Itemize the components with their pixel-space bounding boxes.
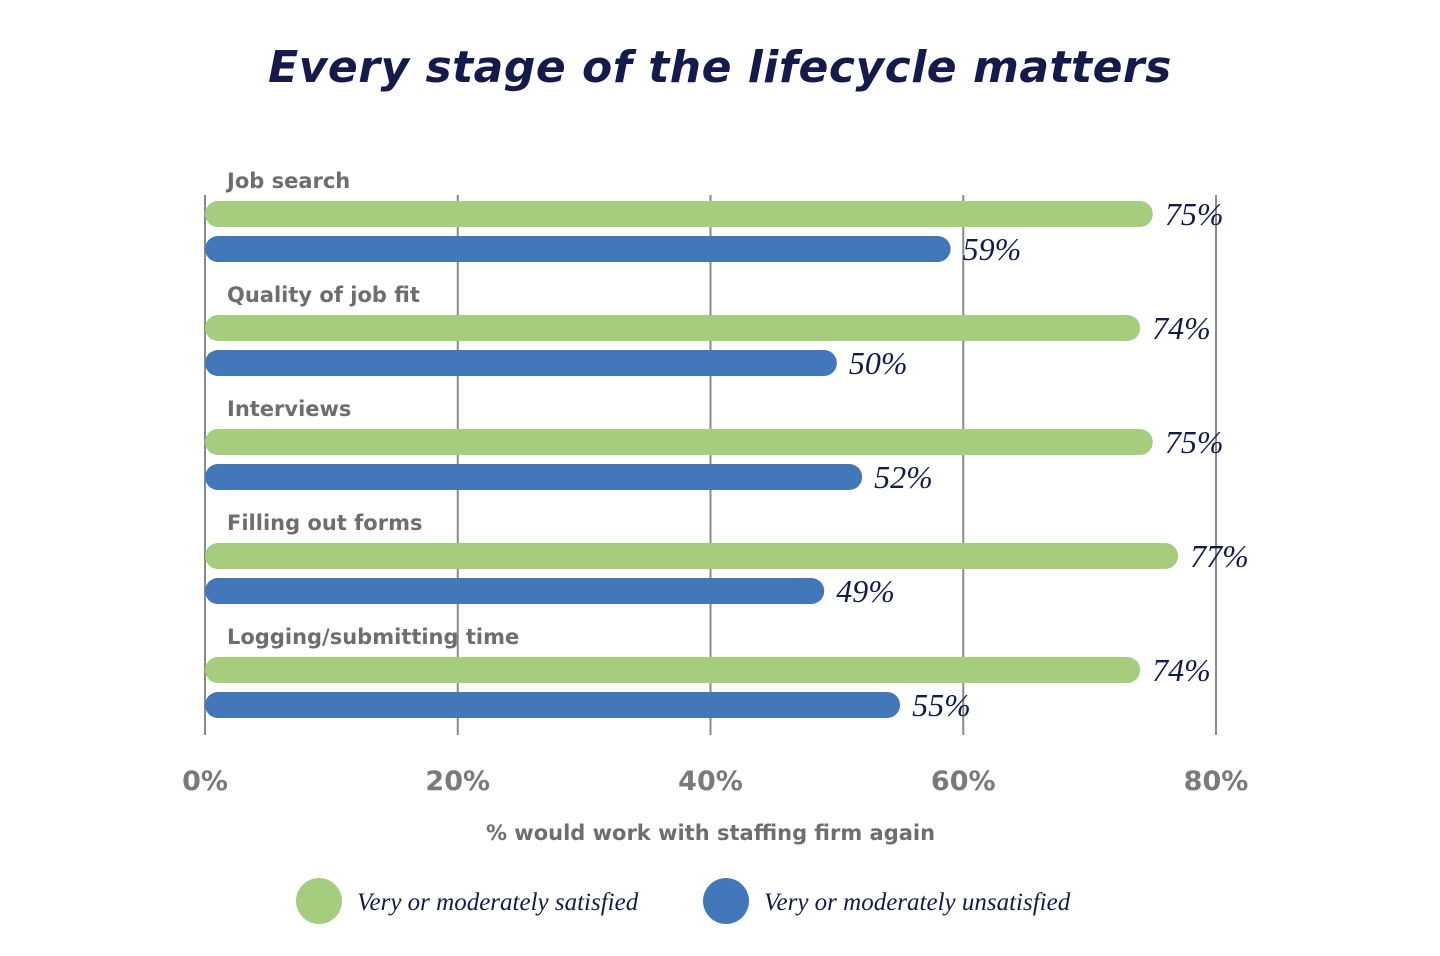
legend-swatch xyxy=(296,878,342,924)
x-tick-label: 60% xyxy=(931,766,996,797)
category-label: Quality of job fit xyxy=(227,283,420,307)
category-label: Job search xyxy=(225,169,350,193)
category-label: Logging/submitting time xyxy=(227,625,519,649)
data-label: 55% xyxy=(912,687,971,723)
labels: 0% 20% 40% 60% 80% % would work with staffing… xyxy=(182,169,1249,845)
x-axis-title: % would work with staffing firm again xyxy=(486,821,935,845)
x-tick-label: 80% xyxy=(1184,766,1249,797)
x-tick-label: 40% xyxy=(678,766,743,797)
category-label: Interviews xyxy=(227,397,351,421)
x-tick-label: 20% xyxy=(425,766,490,797)
category-label: Filling out forms xyxy=(227,511,422,535)
bars xyxy=(205,201,1179,718)
legend-label: Very or moderately satisfied xyxy=(357,889,639,916)
legend-label: Very or moderately unsatisfied xyxy=(764,889,1071,916)
data-label: 74% xyxy=(1152,652,1211,688)
data-label: 75% xyxy=(1165,424,1224,460)
data-label: 49% xyxy=(836,573,895,609)
data-label: 77% xyxy=(1190,538,1249,574)
chart-title: Every stage of the lifecycle matters xyxy=(268,42,1172,93)
data-label: 74% xyxy=(1152,310,1211,346)
data-label: 52% xyxy=(874,459,933,495)
legend: Very or moderately satisfied Very or mode… xyxy=(296,878,1071,924)
data-label: 59% xyxy=(963,231,1022,267)
legend-swatch xyxy=(703,878,749,924)
data-label: 75% xyxy=(1165,196,1224,232)
x-tick-label: 0% xyxy=(182,766,228,797)
data-label: 50% xyxy=(849,345,908,381)
